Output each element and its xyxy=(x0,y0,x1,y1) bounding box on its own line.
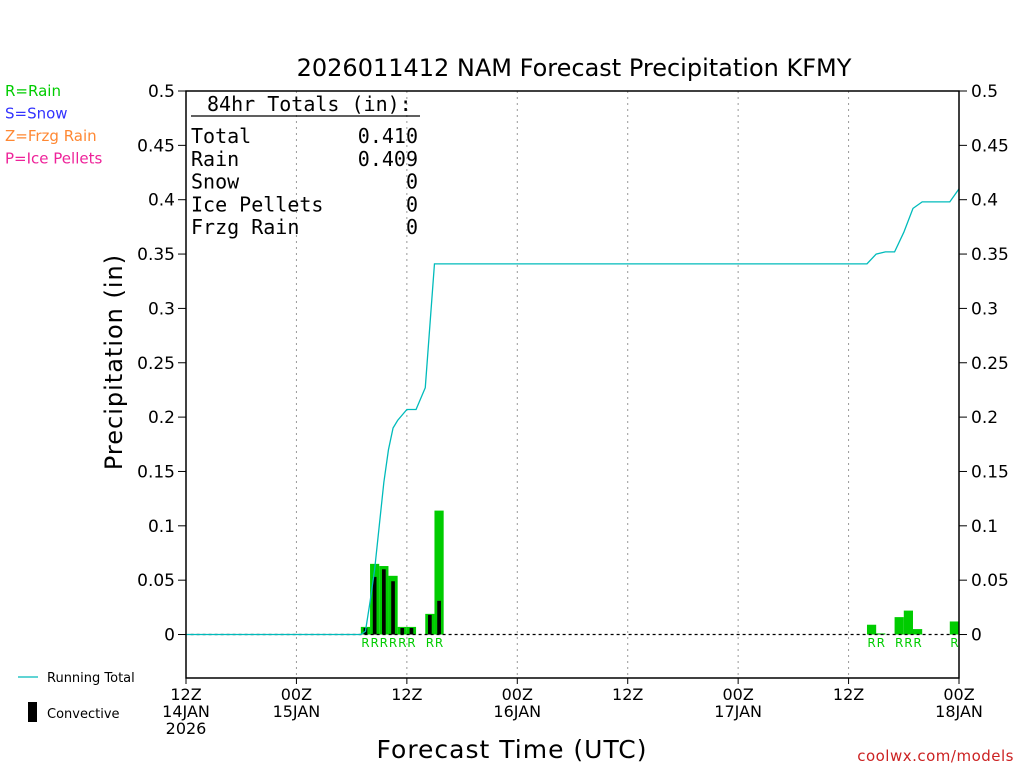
x-tick-label: 00Z xyxy=(502,685,533,704)
x-tick-label: 00Z xyxy=(722,685,753,704)
y-tick-label-left: 0.05 xyxy=(137,571,175,591)
y-tick-label-left: 0.15 xyxy=(137,462,175,482)
y-ticks-right: 0.5 0.45 0.4 0.35 0.3 0.25 0.2 0.15 0.1 0.05 0 xyxy=(959,82,1009,646)
totals-row-value: 0 xyxy=(406,170,418,194)
totals-header: 84hr Totals (in): xyxy=(207,92,412,116)
ptype-label: R xyxy=(950,636,958,650)
credit-text: coolwx.com/models xyxy=(857,747,1014,765)
x-tick-label: 18JAN xyxy=(935,702,983,721)
convective-bar xyxy=(409,627,414,635)
ptype-label: R xyxy=(867,636,875,650)
totals-rows: Total 0.410 Rain 0.409 Snow 0 Ice Pellets 0 Frzg… xyxy=(191,124,418,239)
ptype-label: R xyxy=(398,636,406,650)
x-tick-label: 00Z xyxy=(281,685,312,704)
totals-row-label: Ice Pellets xyxy=(191,192,323,216)
x-tick-label: 2026 xyxy=(166,719,207,738)
totals-row-label: Frzg Rain xyxy=(191,215,299,239)
y-tick-label-right: 0 xyxy=(971,626,982,646)
totals-row-value: 0.410 xyxy=(358,124,418,148)
chart-title: 2026011412 NAM Forecast Precipitation KF… xyxy=(297,54,852,82)
y-tick-label-right: 0.15 xyxy=(971,462,1009,482)
y-ticks-left: 0.5 0.45 0.4 0.35 0.3 0.25 0.2 0.15 0.1 0.05 0 xyxy=(137,82,186,646)
x-tick-label: 12Z xyxy=(170,685,201,704)
totals-row-label: Snow xyxy=(191,170,240,194)
ptype-label: R xyxy=(407,636,415,650)
ptype-label: R xyxy=(435,636,443,650)
x-tick-label: 15JAN xyxy=(273,702,321,721)
ptype-label: R xyxy=(895,636,903,650)
ptype-label: R xyxy=(877,636,885,650)
x-tick-label: 14JAN xyxy=(162,702,210,721)
y-tick-label-right: 0.5 xyxy=(971,82,998,102)
ptype-label: R xyxy=(913,636,921,650)
convective-legend-label: Convective xyxy=(47,707,120,722)
y-tick-label-right: 0.05 xyxy=(971,571,1009,591)
y-tick-label-right: 0.45 xyxy=(971,136,1009,156)
totals-row-label: Total xyxy=(191,124,251,148)
y-tick-label-left: 0.4 xyxy=(148,191,175,211)
precip-bar xyxy=(434,510,444,635)
precip-bar xyxy=(903,610,913,635)
y-tick-label-left: 0.3 xyxy=(148,299,175,319)
y-tick-label-left: 0.2 xyxy=(148,408,175,428)
y-tick-label-left: 0.1 xyxy=(148,517,175,537)
y-tick-label-left: 0.45 xyxy=(137,136,175,156)
series-legend: Running Total Convective xyxy=(18,671,135,722)
y-tick-label-left: 0 xyxy=(164,626,175,646)
y-tick-label-right: 0.1 xyxy=(971,517,998,537)
y-tick-label-right: 0.35 xyxy=(971,245,1009,265)
y-tick-label-right: 0.25 xyxy=(971,354,1009,374)
convective-legend-swatch xyxy=(28,702,37,722)
precip-bar xyxy=(912,629,923,635)
convective-bar xyxy=(382,569,386,635)
ptype-label: R xyxy=(361,636,369,650)
precip-bar xyxy=(894,617,904,635)
convective-bar xyxy=(437,600,441,635)
convective-bar xyxy=(372,576,377,635)
plot-frame xyxy=(185,90,960,679)
ptype-legend-item: S=Snow xyxy=(5,105,68,123)
y-tick-label-right: 0.3 xyxy=(971,299,998,319)
ptype-label: R xyxy=(904,636,912,650)
y-tick-label-left: 0.35 xyxy=(137,245,175,265)
ptype-legend-item: R=Rain xyxy=(5,82,61,100)
totals-row-value: 0 xyxy=(406,215,418,239)
ptype-label: R xyxy=(426,636,434,650)
vertical-grid xyxy=(295,91,850,678)
precip-bar xyxy=(949,621,959,635)
ptype-legend-item: Z=Frzg Rain xyxy=(5,127,97,145)
x-axis-label: Forecast Time (UTC) xyxy=(377,735,648,764)
y-axis-label: Precipitation (in) xyxy=(100,254,128,470)
ptype-label: R xyxy=(380,636,388,650)
y-tick-label-right: 0.4 xyxy=(971,191,998,211)
running-total-legend-label: Running Total xyxy=(47,671,135,686)
convective-bar xyxy=(428,614,432,635)
x-tick-label: 00Z xyxy=(943,685,974,704)
totals-row-value: 0 xyxy=(406,192,418,216)
x-tick-label: 12Z xyxy=(612,685,643,704)
x-tick-label: 17JAN xyxy=(714,702,762,721)
y-tick-label-left: 0.25 xyxy=(137,354,175,374)
y-tick-label-right: 0.2 xyxy=(971,408,998,428)
y-tick-label-left: 0.5 xyxy=(148,82,175,102)
ptype-legend-item: P=Ice Pellets xyxy=(5,150,102,168)
convective-bar xyxy=(400,627,405,635)
x-tick-label: 12Z xyxy=(833,685,864,704)
x-tick-label: 12Z xyxy=(391,685,422,704)
precip-bar xyxy=(866,624,877,635)
ptype-label: R xyxy=(389,636,397,650)
running-total-line xyxy=(186,188,960,636)
totals-box: 84hr Totals (in): Total 0.410 Rain 0.409 Sno… xyxy=(191,92,420,239)
ptype-label: R xyxy=(370,636,378,650)
convective-bar xyxy=(391,581,395,635)
ptype-legend: R=Rain S=Snow Z=Frzg Rain P=Ice Pellets xyxy=(5,82,102,168)
totals-row-value: 0.409 xyxy=(358,147,418,171)
x-tick-label: 16JAN xyxy=(493,702,541,721)
totals-row-label: Rain xyxy=(191,147,239,171)
